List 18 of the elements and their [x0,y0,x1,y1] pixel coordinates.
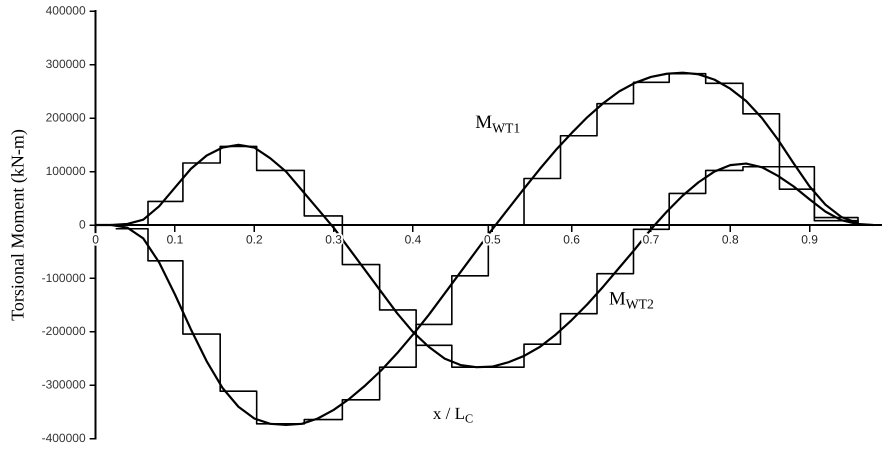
y-axis-title: Torsional Moment (kN-m) [8,129,28,321]
y-tick-label: 200000 [46,110,86,124]
x-tick-label: 0.8 [722,232,739,247]
y-tick-label: 400000 [46,4,86,18]
y-tick-label: 100000 [46,164,86,178]
y-tick-label: 300000 [46,56,86,71]
x-tick-label: 0.1 [166,232,184,247]
y-tick-label: 0 [78,217,86,232]
y-tick-label: -100000 [42,270,86,285]
x-tick-label: 0.6 [563,232,580,247]
x-tick-label: 0.3 [325,232,342,247]
y-tick-label: -300000 [42,378,86,392]
x-tick-label: 0.2 [246,232,263,247]
x-tick-label: 0.7 [642,232,660,247]
y-tick-label: -200000 [42,324,86,338]
x-tick-label: 0.4 [404,232,422,247]
x-tick-label: 0.9 [801,232,818,247]
y-tick-label: -400000 [42,431,86,446]
